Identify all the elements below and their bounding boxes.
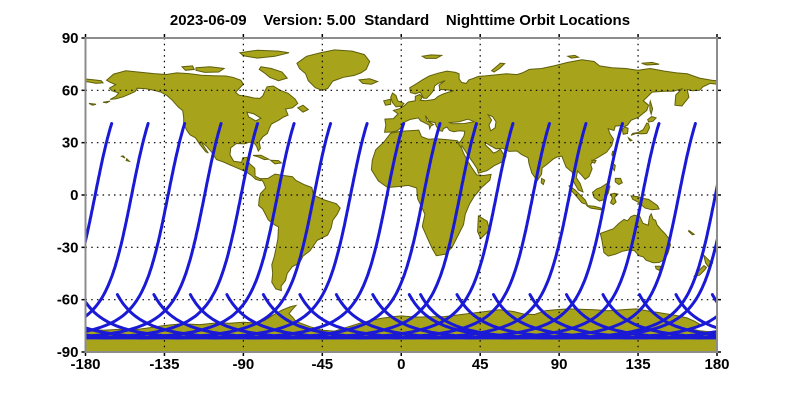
x-axis-tick-label: 0 [397,356,405,373]
landmass [689,230,695,234]
landmass [359,79,378,84]
orbit-track [712,124,800,339]
y-axis-tick-label: 60 [62,82,79,99]
landmass [600,214,670,263]
orbit-track [640,124,800,339]
landmass [631,196,659,210]
y-axis-tick-label: -90 [57,344,79,361]
orbit-track [749,124,800,339]
landmass [259,67,287,81]
y-axis-tick-label: 90 [62,30,79,47]
y-axis-tick-label: -60 [57,292,79,309]
landmass [103,101,110,103]
landmass [384,99,391,105]
y-axis-tick-label: 0 [70,187,78,204]
orbit-track [785,124,800,339]
y-axis-tick-label: -30 [57,239,79,256]
x-axis-tick-label: 90 [551,356,568,373]
landmass [650,101,653,114]
landmass [628,138,632,141]
landmass [568,55,579,58]
landmass [391,93,404,107]
landmass [196,67,224,73]
landmass [86,79,104,83]
landmass [271,160,282,164]
orbit-track [0,124,221,339]
landmass [298,105,309,112]
landmass [182,66,194,70]
x-axis-tick-label: -45 [311,356,333,373]
landmass [89,103,96,105]
landmass [648,117,656,123]
landmass [126,159,129,162]
landmass [122,156,126,158]
x-axis-tick-label: 180 [704,356,729,373]
x-axis-tick-label: 45 [472,356,489,373]
x-axis-tick-label: -135 [149,356,179,373]
landmass [631,123,650,135]
landmass [107,71,298,181]
x-axis-tick-label: 135 [626,356,651,373]
landmass [592,160,596,163]
landmass [586,206,601,210]
landmass [642,62,660,65]
orbit-track [676,124,800,339]
figure-title: 2023-06-09 Version: 5.00 Standard Nightt… [170,12,630,29]
landmass [422,55,441,59]
landmass [541,178,545,184]
landmass [297,50,370,90]
landmass [240,50,289,58]
x-axis-tick-label: -90 [233,356,255,373]
orbit-track [0,124,185,339]
y-axis-tick-label: 30 [62,135,79,152]
landmass [492,63,505,72]
landmass [253,155,269,159]
landmass [615,178,622,184]
